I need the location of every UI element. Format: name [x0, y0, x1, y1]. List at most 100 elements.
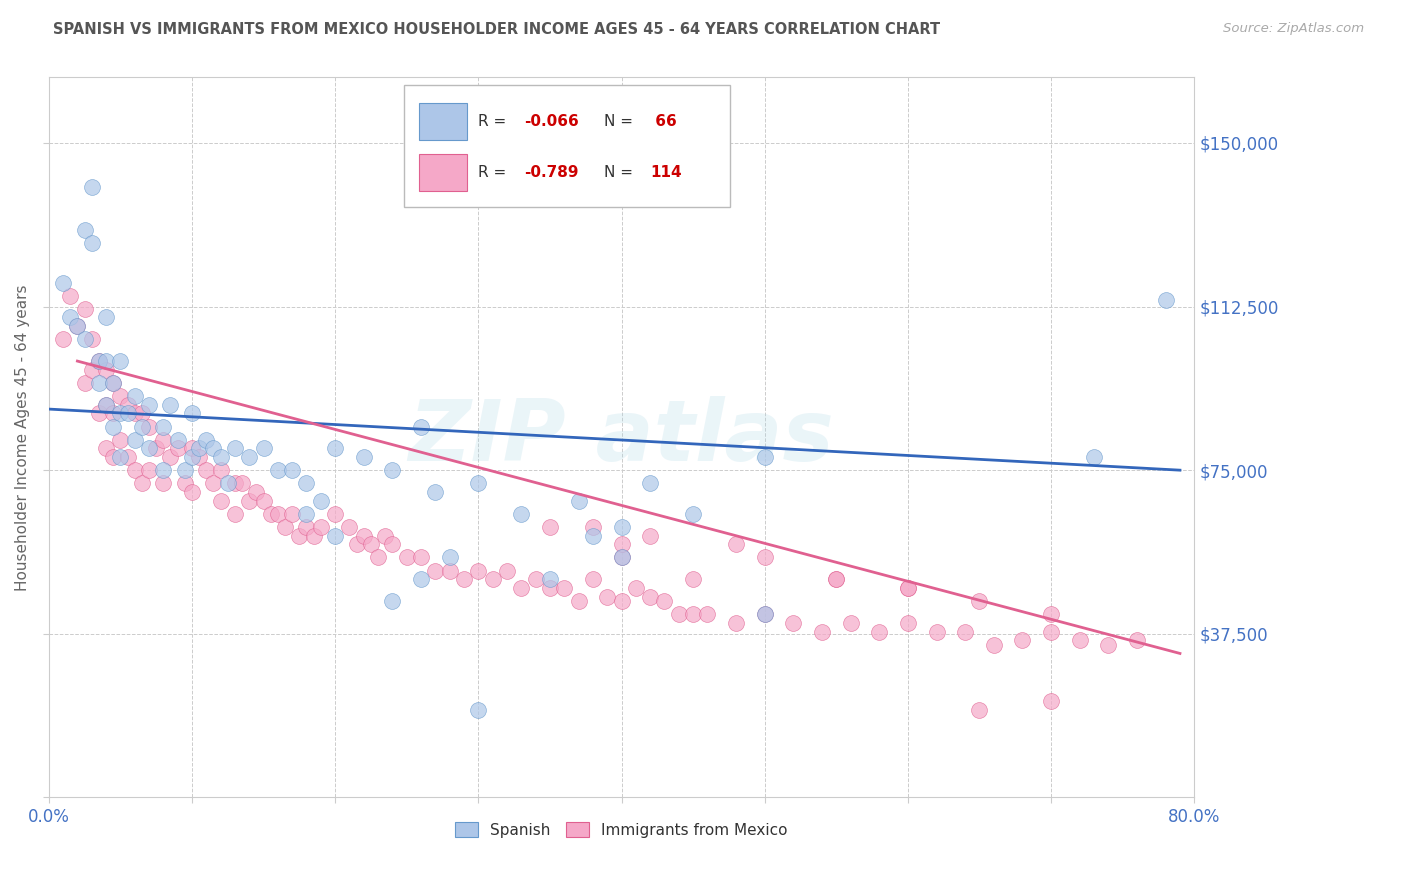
Point	[110, 450, 132, 464]
Point	[124, 433, 146, 447]
Point	[117, 407, 139, 421]
Point	[538, 572, 561, 586]
Point	[610, 550, 633, 565]
Point	[596, 590, 619, 604]
Point	[288, 528, 311, 542]
Point	[582, 520, 605, 534]
Point	[374, 528, 396, 542]
Point	[59, 310, 82, 325]
Point	[159, 398, 181, 412]
Point	[224, 507, 246, 521]
Point	[381, 537, 404, 551]
Point	[80, 363, 103, 377]
Point	[395, 550, 418, 565]
Point	[409, 419, 432, 434]
Point	[87, 376, 110, 390]
Point	[682, 572, 704, 586]
Point	[453, 572, 475, 586]
Point	[209, 450, 232, 464]
Point	[323, 442, 346, 456]
Point	[953, 624, 976, 639]
Point	[481, 572, 503, 586]
Point	[94, 398, 117, 412]
FancyBboxPatch shape	[419, 154, 467, 192]
Point	[1154, 293, 1177, 307]
Point	[124, 389, 146, 403]
Text: R =: R =	[478, 165, 512, 180]
Point	[202, 476, 225, 491]
Point	[381, 463, 404, 477]
FancyBboxPatch shape	[404, 85, 730, 207]
Point	[811, 624, 834, 639]
Point	[425, 564, 447, 578]
Point	[538, 520, 561, 534]
Point	[654, 594, 676, 608]
Point	[217, 476, 239, 491]
Point	[610, 594, 633, 608]
Point	[638, 528, 661, 542]
Point	[360, 537, 382, 551]
Point	[94, 310, 117, 325]
Point	[969, 703, 991, 717]
Point	[94, 354, 117, 368]
Point	[610, 550, 633, 565]
Point	[1126, 633, 1149, 648]
Point	[638, 590, 661, 604]
Point	[1083, 450, 1105, 464]
Point	[295, 520, 318, 534]
Point	[353, 450, 375, 464]
Point	[66, 319, 89, 334]
Point	[209, 493, 232, 508]
Point	[897, 615, 920, 630]
Point	[131, 407, 153, 421]
Point	[87, 354, 110, 368]
Point	[131, 419, 153, 434]
Point	[80, 179, 103, 194]
Point	[582, 572, 605, 586]
Point	[582, 528, 605, 542]
Point	[409, 550, 432, 565]
Point	[983, 638, 1005, 652]
Point	[188, 450, 211, 464]
Point	[267, 507, 290, 521]
Point	[131, 476, 153, 491]
Point	[682, 507, 704, 521]
Point	[260, 507, 283, 521]
Point	[159, 450, 181, 464]
Point	[725, 537, 748, 551]
Point	[1040, 624, 1063, 639]
Point	[409, 572, 432, 586]
Point	[103, 376, 125, 390]
Point	[73, 301, 96, 316]
Point	[1069, 633, 1091, 648]
Text: -0.789: -0.789	[524, 165, 579, 180]
Point	[567, 493, 589, 508]
Text: Source: ZipAtlas.com: Source: ZipAtlas.com	[1223, 22, 1364, 36]
Point	[323, 507, 346, 521]
Point	[754, 450, 776, 464]
Point	[1097, 638, 1119, 652]
Point	[52, 276, 75, 290]
Point	[173, 463, 195, 477]
Point	[868, 624, 890, 639]
Point	[181, 485, 204, 500]
Point	[188, 442, 211, 456]
Point	[281, 507, 304, 521]
Point	[302, 528, 325, 542]
Point	[553, 581, 575, 595]
Point	[110, 433, 132, 447]
Point	[467, 476, 489, 491]
Point	[668, 607, 690, 622]
Point	[538, 581, 561, 595]
Point	[496, 564, 519, 578]
Point	[87, 354, 110, 368]
Point	[103, 407, 125, 421]
Point	[510, 507, 533, 521]
Point	[346, 537, 368, 551]
Point	[309, 493, 332, 508]
Point	[152, 433, 174, 447]
Point	[624, 581, 647, 595]
Point	[367, 550, 389, 565]
Point	[166, 433, 188, 447]
Point	[524, 572, 547, 586]
